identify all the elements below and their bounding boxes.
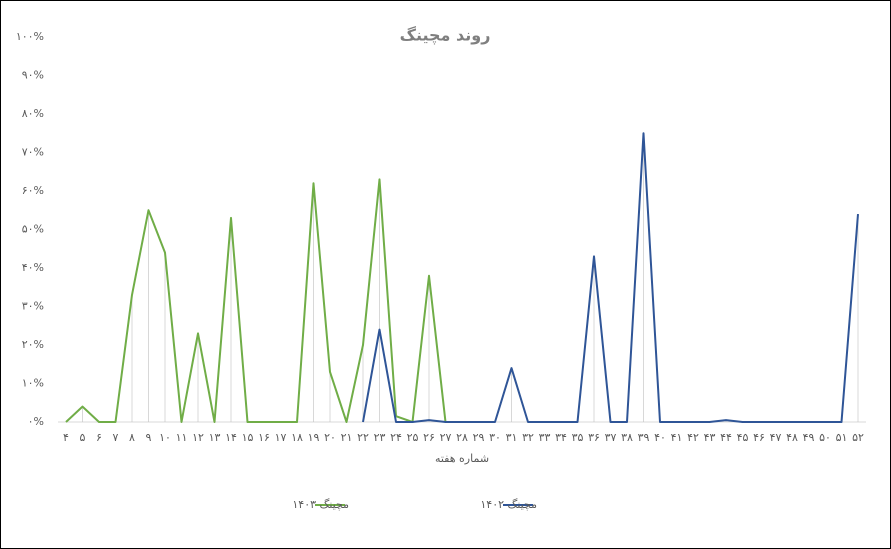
y-tick-label: ۱۰% [22,377,44,390]
x-tick-label: ۱۵ [242,431,254,444]
x-tick-label: ۲۱ [341,431,353,444]
x-tick-label: ۳۲ [522,431,534,444]
y-tick-label: ۹۰% [22,69,44,82]
x-tick-label: ۴۶ [753,431,765,444]
x-tick-label: ۳۴ [555,431,567,444]
x-tick-label: ۸ [129,431,135,444]
y-tick-label: ۰% [28,415,44,428]
legend-label: مچینگ ۱۴۰۳ [292,498,349,511]
x-tick-label: ۲۴ [390,431,402,444]
x-tick-label: ۴۱ [671,431,683,444]
x-tick-label: ۳۳ [539,431,551,444]
y-tick-label: ۸۰% [22,107,44,120]
x-tick-label: ۲۹ [473,431,485,444]
x-tick-label: ۲۷ [440,431,452,444]
x-tick-label: ۱۷ [275,431,287,444]
y-tick-label: ۳۰% [22,300,44,313]
y-tick-label: ۲۰% [22,338,44,351]
series-line [362,132,859,423]
x-tick-label: ۴۷ [770,431,782,444]
x-tick-label: ۳۶ [588,431,600,444]
x-tick-label: ۴۴ [720,431,732,444]
x-tick-label: ۵۱ [836,431,848,444]
x-tick-label: ۶ [96,431,102,444]
x-tick-label: ۱۱ [176,431,188,444]
x-tick-label: ۱۶ [258,431,270,444]
x-tick-label: ۳۱ [506,431,518,444]
x-tick-label: ۳۷ [605,431,617,444]
y-tick-label: ۷۰% [22,146,44,159]
x-tick-label: ۲۵ [407,431,419,444]
x-tick-label: ۴۳ [704,431,716,444]
x-tick-label: ۴ [63,431,69,444]
x-tick-label: ۲۲ [357,431,369,444]
x-tick-label: ۴۲ [687,431,699,444]
x-tick-label: ۳۵ [572,431,584,444]
x-tick-label: ۵۰ [819,431,831,444]
y-tick-label: ۵۰% [22,223,44,236]
x-tick-label: ۹ [146,431,152,444]
x-tick-label: ۳۰ [489,431,501,444]
x-tick-label: ۲۳ [374,431,386,444]
x-tick-label: ۷ [113,431,119,444]
x-tick-label: ۴۸ [786,431,798,444]
x-axis-label: شماره هفته [435,452,489,465]
x-tick-label: ۱۰ [159,431,171,444]
x-tick-label: ۱۴ [225,431,237,444]
chart-title: روند مچینگ [400,26,491,46]
x-tick-label: ۱۲ [192,431,204,444]
legend-label: مچینگ ۱۴۰۲ [480,498,537,511]
series-line [65,178,447,423]
x-tick-label: ۵۲ [852,431,864,444]
x-tick-label: ۱۹ [308,431,320,444]
x-tick-label: ۲۸ [456,431,468,444]
y-tick-label: ۱۰۰% [16,30,44,43]
x-tick-label: ۲۰ [324,431,336,444]
x-tick-label: ۵ [80,431,86,444]
y-tick-label: ۶۰% [22,184,44,197]
x-tick-label: ۳۸ [621,431,633,444]
x-tick-label: ۱۸ [291,431,303,444]
x-tick-label: ۴۹ [803,431,815,444]
x-tick-label: ۴۵ [737,431,749,444]
x-tick-label: ۴۰ [654,431,666,444]
y-tick-label: ۴۰% [22,261,44,274]
x-tick-label: ۳۹ [638,431,650,444]
x-tick-label: ۱۳ [209,431,221,444]
x-tick-label: ۲۶ [423,431,435,444]
